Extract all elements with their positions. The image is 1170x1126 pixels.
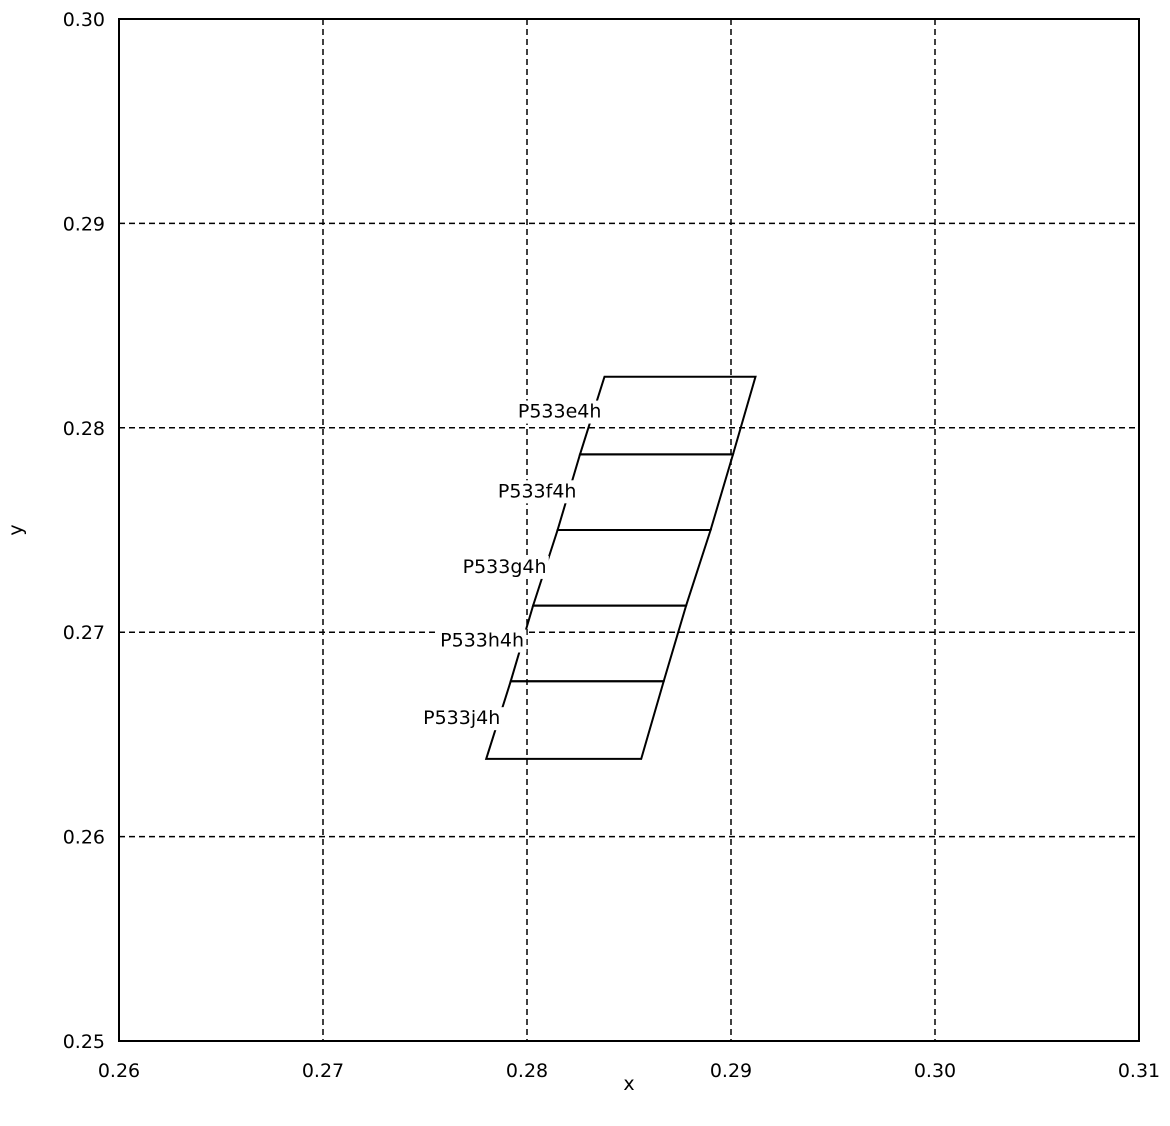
region-outline <box>578 375 757 456</box>
x-tick-label: 0.31 <box>1118 1060 1160 1082</box>
label-background <box>515 400 604 424</box>
grid <box>119 19 1139 1041</box>
y-axis-ticks: 0.25 0.26 0.27 0.28 0.29 0.30 <box>63 9 105 1053</box>
region-outline <box>531 529 712 607</box>
label-background <box>437 629 527 653</box>
region-label: P533f4h <box>498 480 577 502</box>
y-axis-label: y <box>5 524 27 535</box>
y-tick-label: 0.27 <box>63 622 105 644</box>
x-tick-label: 0.26 <box>98 1060 140 1082</box>
region-label: P533g4h <box>463 556 547 578</box>
y-tick-label: 0.28 <box>63 418 105 440</box>
label-background <box>492 480 582 504</box>
label-background <box>417 707 506 731</box>
region-outline <box>484 680 666 760</box>
label-background <box>460 555 549 579</box>
y-tick-label: 0.29 <box>63 213 105 235</box>
x-tick-label: 0.28 <box>506 1060 548 1082</box>
region-label: P533e4h <box>518 401 602 423</box>
y-tick-label: 0.30 <box>63 9 105 31</box>
x-tick-label: 0.30 <box>914 1060 956 1082</box>
y-tick-label: 0.26 <box>63 827 105 849</box>
region-outline <box>556 453 735 531</box>
x-axis-label: x <box>623 1073 634 1095</box>
regions <box>484 375 757 760</box>
region-outline <box>509 604 688 683</box>
region-label: P533j4h <box>423 707 500 729</box>
x-tick-label: 0.29 <box>710 1060 752 1082</box>
x-tick-label: 0.27 <box>302 1060 344 1082</box>
plot-frame <box>118 18 1140 1042</box>
region-labels: P533e4h P533f4h P533g4h P533h4h P533j4h <box>417 400 604 731</box>
region-label: P533h4h <box>440 630 524 652</box>
x-axis-ticks: 0.26 0.27 0.28 0.29 0.30 0.31 <box>98 1060 1160 1082</box>
y-tick-label: 0.25 <box>63 1031 105 1053</box>
